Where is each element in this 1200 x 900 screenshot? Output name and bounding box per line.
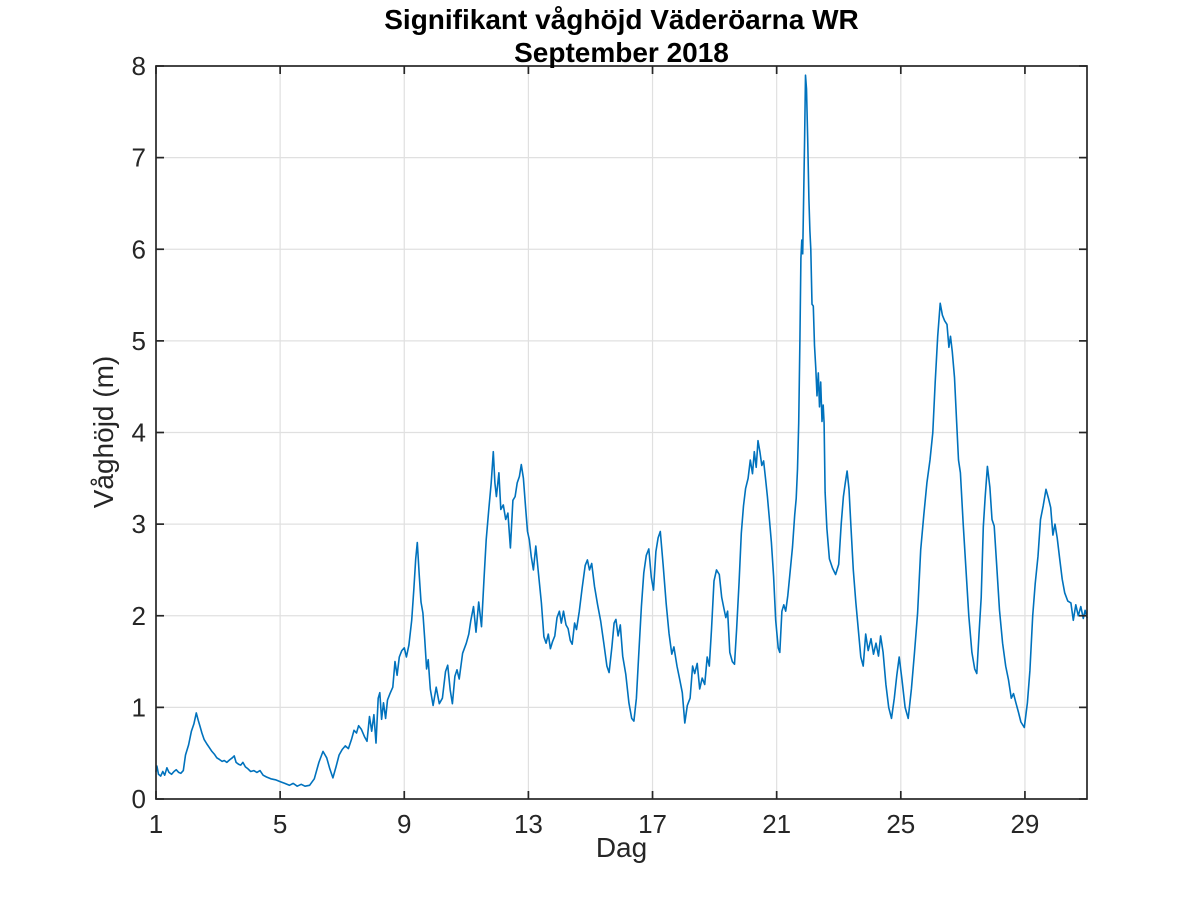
y-tick-label: 0 (132, 784, 146, 814)
y-tick-label: 4 (132, 418, 146, 448)
x-tick-label: 17 (638, 809, 667, 839)
x-tick-label: 21 (762, 809, 791, 839)
x-tick-label: 5 (273, 809, 287, 839)
y-tick-label: 2 (132, 601, 146, 631)
data-series (155, 74, 1088, 788)
y-tick-label: 6 (132, 234, 146, 264)
x-tick-label: 29 (1010, 809, 1039, 839)
chart-title-block: Signifikant våghöjd Väderöarna WR Septem… (156, 3, 1087, 69)
x-tick-label: 13 (514, 809, 543, 839)
x-tick-label: 1 (149, 809, 163, 839)
y-tick-label: 8 (132, 51, 146, 81)
x-axis-label: Dag (595, 832, 648, 863)
y-tick-label: 5 (132, 326, 146, 356)
gridlines (156, 66, 1087, 799)
chart-title: Signifikant våghöjd Väderöarna WR (384, 4, 859, 35)
y-tick-label: 1 (132, 692, 146, 722)
y-tick-label: 3 (132, 509, 146, 539)
y-axis-label: Våghöjd (m) (88, 355, 119, 509)
tick-marks (155, 65, 1087, 800)
wave-height-line (155, 74, 1088, 788)
chart-subtitle: September 2018 (514, 37, 729, 68)
x-tick-label: 25 (886, 809, 915, 839)
y-tick-label: 7 (132, 143, 146, 173)
x-tick-label: 9 (397, 809, 411, 839)
